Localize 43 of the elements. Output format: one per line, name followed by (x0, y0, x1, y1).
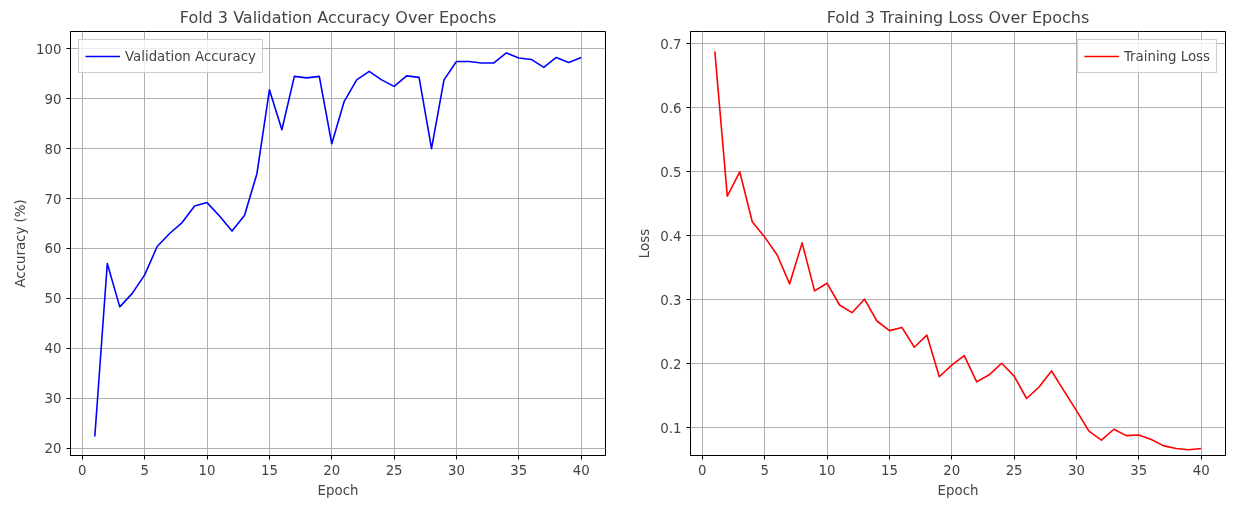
x-tick-label: 25 (385, 462, 403, 478)
x-tick-label: 5 (140, 462, 149, 478)
x-tick-label: 0 (78, 462, 87, 478)
y-tick-label: 0.4 (660, 228, 682, 244)
y-axis-title: Loss (637, 228, 653, 259)
y-tick-label: 80 (44, 141, 62, 157)
x-tick-label: 15 (260, 462, 278, 478)
y-tick-label: 0.5 (660, 164, 682, 180)
x-tick-label: 0 (698, 462, 707, 478)
x-axis-title: Epoch (937, 482, 979, 498)
x-tick-label: 10 (818, 462, 836, 478)
x-tick-label: 10 (198, 462, 216, 478)
legend-label: Validation Accuracy (125, 48, 256, 64)
x-tick-label: 5 (760, 462, 769, 478)
y-tick-label: 100 (36, 41, 62, 57)
y-tick-label: 0.3 (660, 292, 682, 308)
y-tick-label: 30 (44, 391, 62, 407)
y-tick-label: 0.6 (660, 100, 682, 116)
y-tick-label: 20 (44, 441, 62, 457)
y-tick-label: 0.1 (660, 420, 682, 436)
x-tick-label: 20 (943, 462, 961, 478)
chart-title: Fold 3 Validation Accuracy Over Epochs (179, 7, 497, 27)
y-tick-label: 40 (44, 341, 62, 357)
line-series (94, 52, 582, 438)
y-tick-label: 90 (44, 91, 62, 107)
y-tick-label: 0.2 (660, 356, 682, 372)
y-tick-label: 0.7 (660, 36, 682, 52)
x-axis-title: Epoch (317, 482, 359, 498)
x-tick-label: 35 (510, 462, 528, 478)
x-tick-label: 40 (1192, 462, 1210, 478)
y-axis-title: Accuracy (%) (13, 199, 29, 288)
x-tick-label: 25 (1005, 462, 1023, 478)
chart-title: Fold 3 Training Loss Over Epochs (826, 7, 1090, 27)
x-tick-label: 15 (880, 462, 898, 478)
x-tick-label: 30 (1067, 462, 1085, 478)
x-tick-label: 35 (1130, 462, 1148, 478)
x-tick-label: 40 (572, 462, 590, 478)
y-tick-label: 60 (44, 241, 62, 257)
x-tick-label: 20 (323, 462, 341, 478)
x-tick-label: 30 (447, 462, 465, 478)
y-tick-label: 50 (44, 291, 62, 307)
y-tick-label: 70 (44, 191, 62, 207)
legend-label: Training Loss (1123, 48, 1210, 64)
